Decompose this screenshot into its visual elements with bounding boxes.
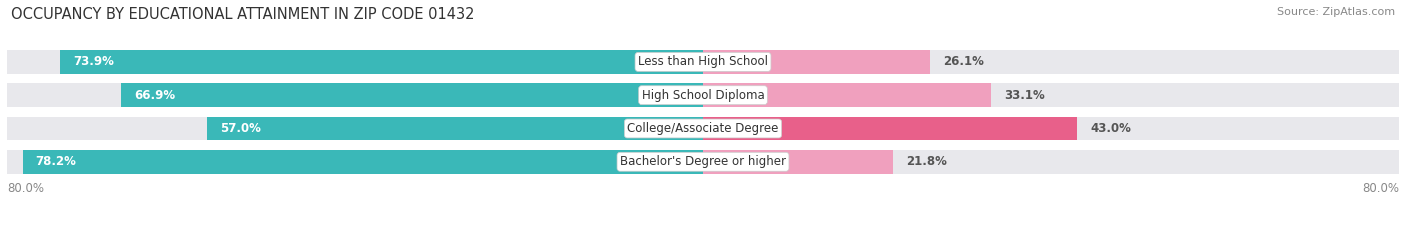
Bar: [22, 150, 703, 174]
Text: 21.8%: 21.8%: [905, 155, 946, 168]
Text: 80.0%: 80.0%: [1362, 182, 1399, 195]
Text: OCCUPANCY BY EDUCATIONAL ATTAINMENT IN ZIP CODE 01432: OCCUPANCY BY EDUCATIONAL ATTAINMENT IN Z…: [11, 7, 475, 22]
Text: Less than High School: Less than High School: [638, 55, 768, 69]
Bar: [7, 150, 1399, 174]
Legend: Owner-occupied, Renter-occupied: Owner-occupied, Renter-occupied: [575, 229, 831, 233]
Text: 66.9%: 66.9%: [134, 89, 176, 102]
Bar: [207, 116, 703, 140]
Text: 26.1%: 26.1%: [943, 55, 984, 69]
Text: 33.1%: 33.1%: [1004, 89, 1045, 102]
Bar: [7, 50, 1399, 74]
Text: Source: ZipAtlas.com: Source: ZipAtlas.com: [1277, 7, 1395, 17]
Bar: [7, 116, 1399, 140]
Text: Bachelor's Degree or higher: Bachelor's Degree or higher: [620, 155, 786, 168]
Text: 57.0%: 57.0%: [221, 122, 262, 135]
Bar: [60, 50, 703, 74]
Text: 73.9%: 73.9%: [73, 55, 114, 69]
Text: College/Associate Degree: College/Associate Degree: [627, 122, 779, 135]
Text: 80.0%: 80.0%: [7, 182, 44, 195]
Bar: [7, 83, 1399, 107]
Bar: [703, 50, 929, 74]
Bar: [703, 83, 991, 107]
Text: 43.0%: 43.0%: [1090, 122, 1130, 135]
Bar: [703, 150, 893, 174]
Bar: [121, 83, 703, 107]
Text: 78.2%: 78.2%: [35, 155, 76, 168]
Text: High School Diploma: High School Diploma: [641, 89, 765, 102]
Bar: [703, 116, 1077, 140]
